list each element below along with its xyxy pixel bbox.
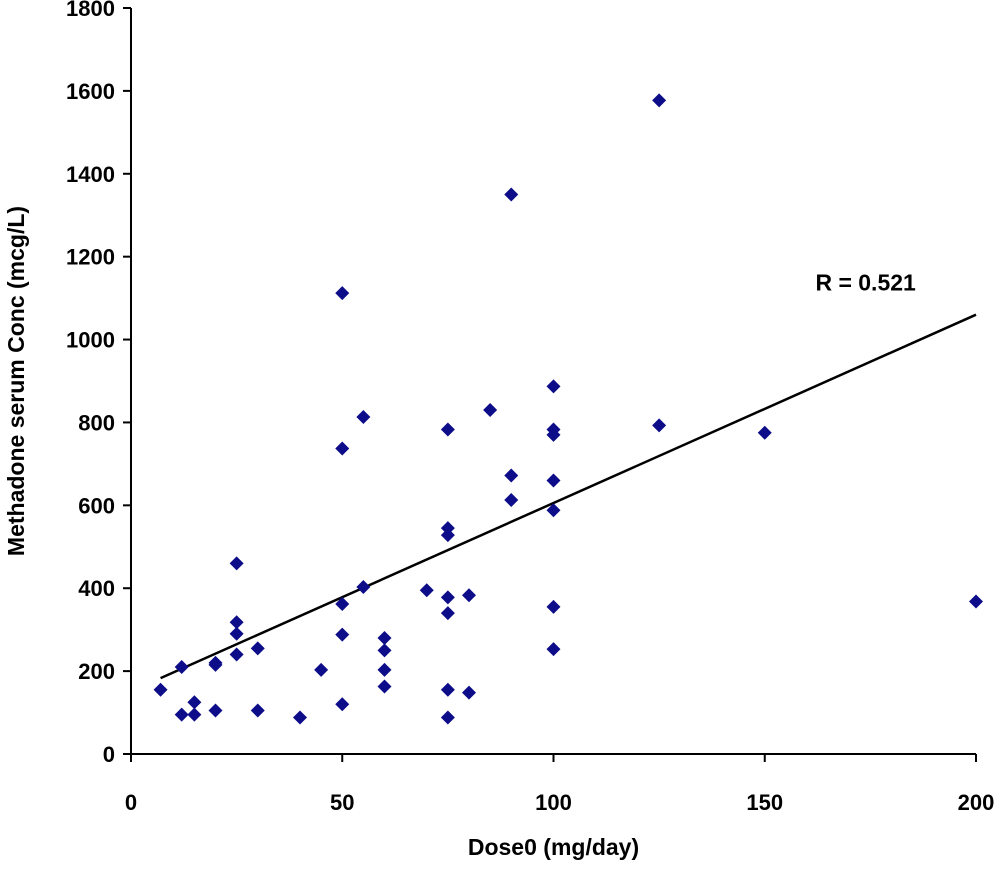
y-tick-label: 600 [78,493,115,518]
data-point [440,521,455,536]
data-point [208,657,223,672]
x-tick-label: 200 [958,790,995,815]
data-point [174,707,189,722]
data-point [293,710,307,725]
data-point [229,556,244,571]
data-point [335,596,350,611]
data-point [652,93,667,108]
data-point [356,410,371,425]
data-point [546,642,561,657]
data-point [335,441,350,456]
data-point [229,626,244,641]
x-tick-label: 50 [330,790,354,815]
data-point [250,703,265,718]
data-point [546,473,561,488]
y-tick-label: 800 [78,410,115,435]
data-point [335,697,350,712]
data-point [229,647,244,662]
data-point [229,615,244,630]
y-axis-title: Methadone serum Conc (mcg/L) [3,206,29,556]
data-point [440,606,455,621]
x-tick-label: 100 [535,790,572,815]
y-tick-label: 1200 [66,245,115,270]
data-point [377,630,392,645]
data-point [187,707,202,722]
data-point [440,590,455,605]
data-point [153,682,168,697]
data-point [757,425,772,440]
data-point [335,627,350,642]
data-point [504,187,519,202]
data-point [462,685,476,700]
data-point [546,427,561,442]
y-tick-label: 200 [78,659,115,684]
data-point [546,503,561,518]
data-point [314,662,329,677]
correlation-annotation: R = 0.521 [815,270,916,296]
data-point [652,418,667,433]
data-point [377,679,392,694]
data-point [969,594,983,609]
data-points [153,93,983,725]
x-tick-label: 0 [125,790,137,815]
data-point [208,703,223,718]
data-point [504,492,519,507]
data-point [440,710,455,725]
y-tick-label: 1600 [66,79,115,104]
data-point [440,682,455,697]
data-point [546,379,561,394]
x-tick-label: 150 [746,790,783,815]
data-point [377,662,392,677]
y-tick-label: 400 [78,576,115,601]
data-point [462,588,476,603]
y-tick-label: 1000 [66,328,115,353]
y-tick-label: 1400 [66,162,115,187]
data-point [174,659,189,674]
data-point [419,583,434,598]
y-tick-label: 1800 [66,0,115,21]
y-axis-ticks: 0 200 400 600 800 1000 1200 1400 1600 1800 [66,0,131,767]
data-point [250,641,265,656]
data-point [187,695,202,710]
x-axis-title: Dose0 (mg/day) [468,834,639,860]
data-point [335,286,350,301]
data-point [546,599,561,614]
data-point [483,403,498,418]
data-point [440,422,455,437]
y-tick-label: 0 [103,742,115,767]
data-point [504,468,519,483]
x-axis-ticks: 0 50 100 150 200 [125,754,994,815]
data-point [377,643,392,658]
trendline [160,313,977,680]
data-point [440,528,455,543]
data-point [356,579,371,594]
